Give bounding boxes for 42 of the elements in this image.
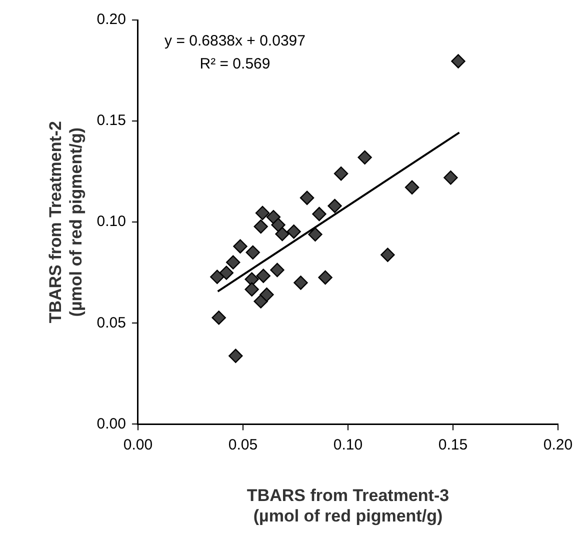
y-tick-label: 0.20 [96,11,126,28]
point [228,348,243,363]
point [226,255,240,270]
point [233,239,248,254]
annotation: R² = 0.569 [200,56,270,73]
point [334,166,348,181]
annotation: y = 0.6838x + 0.0397 [164,32,306,50]
point [219,266,234,280]
point [318,270,332,285]
y-tick-label: 0.10 [96,213,126,230]
x-tick-label: 0.10 [333,436,363,454]
point [246,245,260,260]
point [244,282,259,296]
point [380,248,395,262]
point [358,150,372,165]
point [451,54,466,68]
point [294,276,308,290]
point [256,268,270,283]
point [275,226,290,242]
point [286,224,301,239]
point [312,206,326,222]
y-tick-label: 0.15 [96,112,126,130]
y-tick-label: 0.00 [96,415,126,432]
point [270,262,284,278]
point [210,270,224,284]
x-tick-label: 0.15 [438,436,468,454]
point [328,198,342,214]
x-tick-label: 0.00 [123,436,153,454]
point [260,288,274,302]
point [404,180,420,194]
y-tick-label: 0.05 [96,314,126,332]
x-axis-title: TBARS from Treatment-3 (µmol of red pigment/g) [246,486,450,526]
point [300,190,314,205]
point [212,310,226,325]
point [254,219,268,234]
point [255,206,270,220]
point [444,170,458,185]
point [271,218,286,232]
point [308,227,322,242]
y-axis-title: TBARS from Treatment-2 (µmol of red pigment/g) [46,121,86,324]
x-tick-label: 0.20 [543,436,573,454]
x-tick-label: 0.05 [228,436,258,454]
